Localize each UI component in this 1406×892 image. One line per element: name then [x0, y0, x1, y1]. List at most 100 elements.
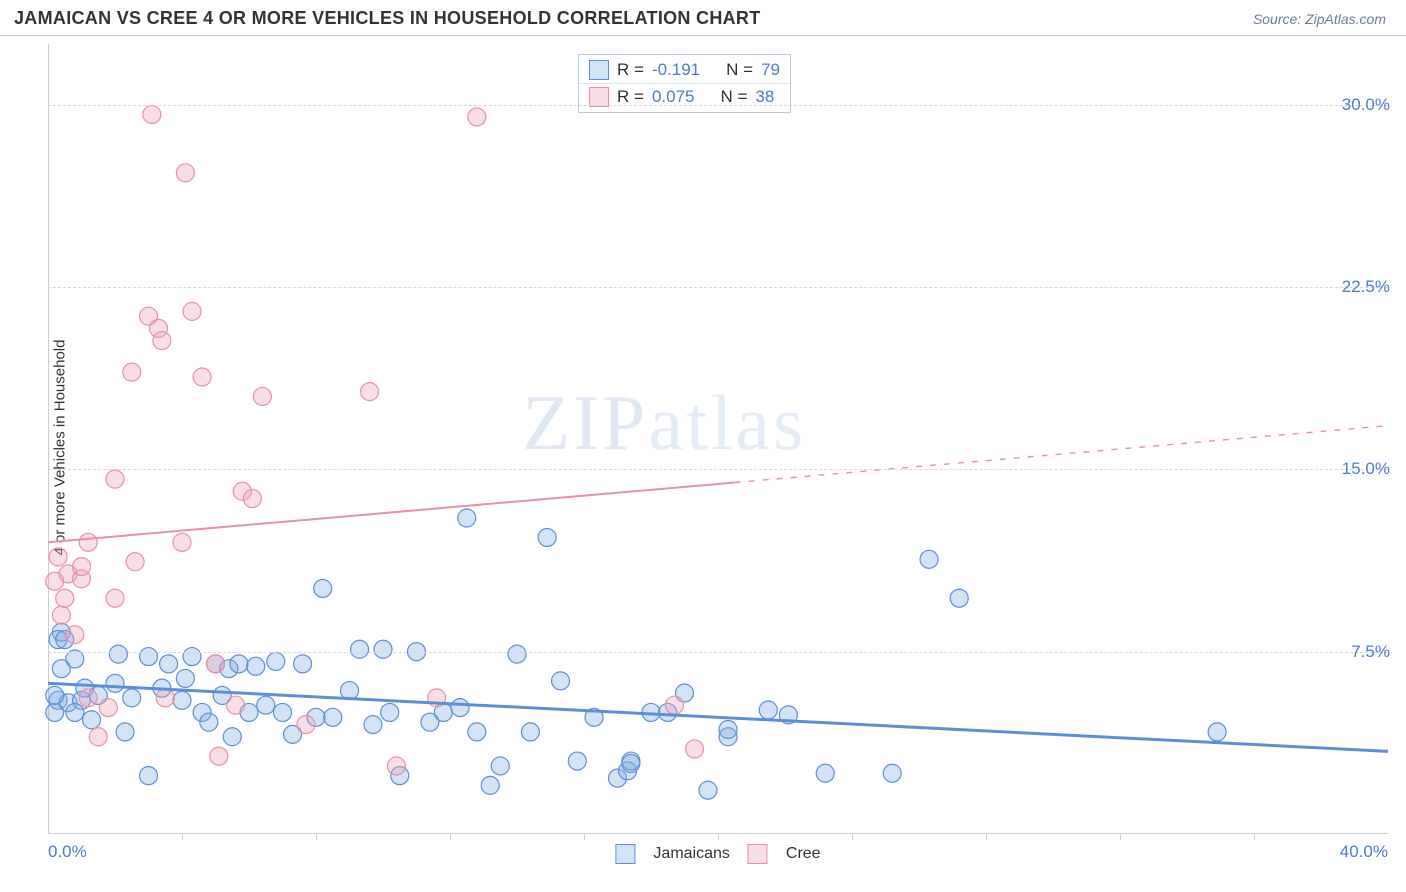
data-point: [123, 363, 141, 381]
data-point: [699, 781, 717, 799]
data-point: [193, 368, 211, 386]
data-point: [508, 645, 526, 663]
gridline: [48, 287, 1388, 288]
data-point: [79, 533, 97, 551]
data-point: [759, 701, 777, 719]
y-tick-label: 30.0%: [1342, 95, 1390, 115]
x-tick-mark: [852, 834, 853, 840]
gridline: [48, 105, 1388, 106]
data-point: [458, 509, 476, 527]
data-point: [123, 689, 141, 707]
data-point: [1208, 723, 1226, 741]
data-point: [538, 528, 556, 546]
data-point: [257, 696, 275, 714]
data-point: [156, 689, 174, 707]
data-point: [106, 589, 124, 607]
gridline: [48, 652, 1388, 653]
x-tick-mark: [584, 834, 585, 840]
data-point: [920, 550, 938, 568]
data-point: [314, 579, 332, 597]
data-point: [56, 589, 74, 607]
chart-header: JAMAICAN VS CREE 4 OR MORE VEHICLES IN H…: [0, 0, 1406, 36]
data-point: [324, 708, 342, 726]
data-point: [99, 699, 117, 717]
data-point: [387, 757, 405, 775]
legend-label-cree: Cree: [786, 845, 821, 863]
data-point: [274, 703, 292, 721]
data-point: [210, 747, 228, 765]
data-point: [521, 723, 539, 741]
data-point: [230, 655, 248, 673]
data-point: [143, 105, 161, 123]
data-point: [247, 657, 265, 675]
y-tick-label: 7.5%: [1351, 642, 1390, 662]
data-point: [176, 669, 194, 687]
chart-title: JAMAICAN VS CREE 4 OR MORE VEHICLES IN H…: [14, 8, 761, 29]
scatter-plot: [48, 44, 1388, 834]
data-point: [66, 703, 84, 721]
data-point: [223, 728, 241, 746]
legend-swatch-cree: [748, 844, 768, 864]
x-tick-mark: [986, 834, 987, 840]
data-point: [183, 648, 201, 666]
data-point: [294, 655, 312, 673]
x-tick-mark: [450, 834, 451, 840]
data-point: [883, 764, 901, 782]
data-point: [116, 723, 134, 741]
data-point: [267, 652, 285, 670]
data-point: [243, 490, 261, 508]
data-point: [173, 533, 191, 551]
data-point: [79, 689, 97, 707]
data-point: [176, 164, 194, 182]
data-point: [622, 755, 640, 773]
data-point: [126, 553, 144, 571]
data-point: [568, 752, 586, 770]
data-point: [950, 589, 968, 607]
data-point: [665, 696, 683, 714]
data-point: [46, 686, 64, 704]
data-point: [140, 648, 158, 666]
data-point: [83, 711, 101, 729]
data-point: [207, 655, 225, 673]
x-tick-mark: [718, 834, 719, 840]
y-tick-label: 22.5%: [1342, 277, 1390, 297]
legend-label-jamaicans: Jamaicans: [653, 845, 729, 863]
data-point: [686, 740, 704, 758]
data-point: [49, 548, 67, 566]
chart-legend: Jamaicans Cree: [615, 844, 820, 864]
data-point: [73, 558, 91, 576]
data-point: [381, 703, 399, 721]
data-point: [106, 674, 124, 692]
data-point: [451, 699, 469, 717]
y-tick-label: 15.0%: [1342, 459, 1390, 479]
data-point: [46, 703, 64, 721]
data-point: [183, 302, 201, 320]
data-point: [364, 716, 382, 734]
data-point: [200, 713, 218, 731]
x-tick-end: 40.0%: [1340, 842, 1388, 862]
data-point: [106, 470, 124, 488]
x-tick-mark: [1120, 834, 1121, 840]
data-point: [491, 757, 509, 775]
data-point: [552, 672, 570, 690]
data-point: [297, 716, 315, 734]
data-point: [140, 767, 158, 785]
data-point: [52, 606, 70, 624]
trend-line-dashed: [735, 426, 1388, 483]
x-tick-mark: [1254, 834, 1255, 840]
data-point: [468, 108, 486, 126]
chart-source: Source: ZipAtlas.com: [1253, 11, 1386, 27]
data-point: [816, 764, 834, 782]
data-point: [173, 691, 191, 709]
legend-swatch-jamaicans: [615, 844, 635, 864]
data-point: [109, 645, 127, 663]
data-point: [89, 728, 107, 746]
x-tick-mark: [182, 834, 183, 840]
swatch-jamaicans: [589, 60, 609, 80]
data-point: [227, 696, 245, 714]
x-tick-start: 0.0%: [48, 842, 87, 862]
data-point: [66, 626, 84, 644]
data-point: [361, 383, 379, 401]
x-tick-mark: [316, 834, 317, 840]
data-point: [468, 723, 486, 741]
